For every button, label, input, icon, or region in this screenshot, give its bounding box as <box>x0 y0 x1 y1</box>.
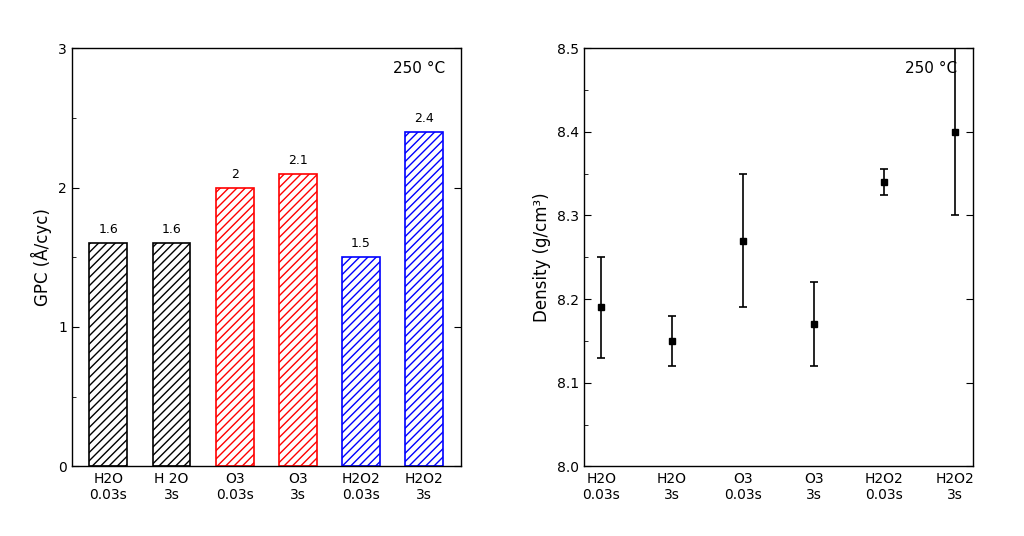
Text: 2: 2 <box>230 168 239 181</box>
Bar <box>89 243 127 466</box>
Text: 1.6: 1.6 <box>162 224 181 236</box>
Y-axis label: GPC (Å/cyc): GPC (Å/cyc) <box>32 209 52 306</box>
Text: 250 °C: 250 °C <box>393 61 445 76</box>
Bar <box>279 174 316 466</box>
Text: 1.6: 1.6 <box>98 224 118 236</box>
Text: 2.4: 2.4 <box>415 112 434 125</box>
Bar <box>216 188 254 466</box>
Bar <box>406 132 443 466</box>
Text: 1.5: 1.5 <box>351 237 371 250</box>
Bar <box>153 243 190 466</box>
Y-axis label: Density (g/cm³): Density (g/cm³) <box>534 192 551 322</box>
Bar <box>342 257 380 466</box>
Text: 2.1: 2.1 <box>288 154 307 167</box>
Text: 250 °C: 250 °C <box>905 61 957 76</box>
